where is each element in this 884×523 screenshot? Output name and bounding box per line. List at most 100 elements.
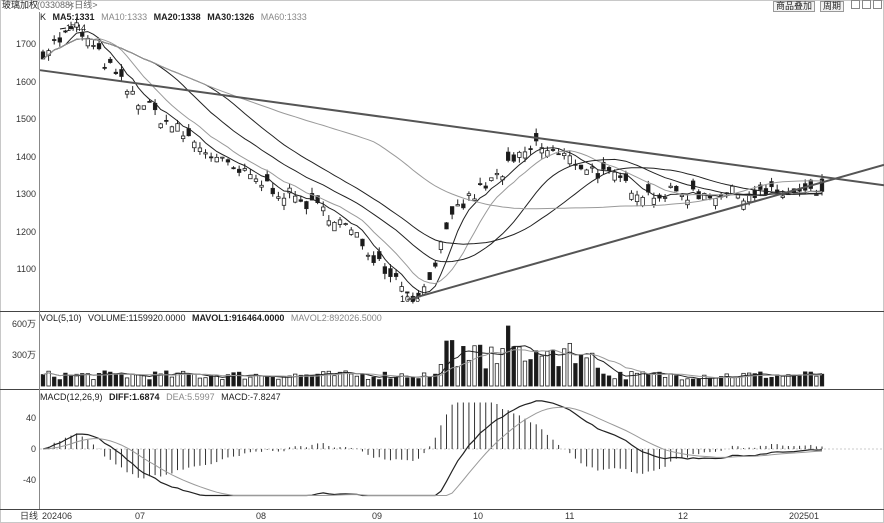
volume-bar (506, 325, 511, 387)
candle-body (634, 194, 640, 203)
volume-bar (556, 366, 561, 387)
volume-bar (601, 373, 606, 387)
candle-body (197, 147, 203, 152)
volume-bar (421, 372, 427, 387)
title-bar: 玻璃加权 (033088) <日线> 商品叠加 周期 (0, 0, 884, 12)
ma20-line (42, 38, 823, 263)
volume-bar (354, 375, 359, 387)
volume-bar (399, 373, 404, 387)
candle-body (158, 123, 163, 129)
volume-bar (718, 376, 724, 387)
volume-bar (623, 379, 628, 387)
volume-bar (685, 378, 690, 387)
instrument-name: 玻璃加权 (2, 0, 39, 10)
candle-body (483, 185, 488, 189)
candle-body (578, 164, 584, 170)
volume-bar (696, 378, 701, 387)
candle-body (601, 161, 606, 170)
candle-body (545, 150, 550, 157)
volume-bar (735, 377, 741, 387)
candle-body (562, 152, 567, 157)
volume-bar (365, 379, 371, 387)
diff-line (42, 400, 823, 497)
high-marker (59, 27, 67, 30)
volume-bar (326, 370, 331, 387)
volume-ytick: 300万 (12, 350, 36, 360)
candle-body (758, 184, 763, 190)
volume-bar (763, 377, 769, 387)
volume-bar (259, 375, 264, 387)
candle-body (775, 189, 780, 192)
candle-body (640, 196, 645, 207)
volume-bar (657, 371, 662, 387)
volume-bars (40, 325, 825, 387)
legend-mavol2: MAVOL2:892026.5000 (290, 313, 382, 323)
volume-bar (595, 367, 600, 387)
volume-bar (349, 373, 354, 387)
candle-body (80, 32, 85, 37)
candle-body (506, 151, 511, 161)
macd-ytick: -40 (23, 475, 36, 485)
candle-body (214, 156, 219, 163)
candle-body (371, 255, 376, 263)
volume-bar (124, 377, 130, 387)
x-tick: 08 (256, 511, 266, 521)
volume-bar (606, 375, 612, 387)
x-tick: 202501 (789, 511, 819, 521)
macd-ytick: 40 (26, 413, 36, 423)
volume-bar (242, 378, 247, 387)
price-panel-label: K (40, 12, 47, 22)
legend-vol: VOL(5,10) (40, 313, 82, 323)
candle-body (321, 206, 326, 212)
volume-bar (85, 373, 90, 387)
candle-body (707, 195, 713, 199)
candle-body (477, 183, 483, 186)
minimize-icon[interactable] (851, 0, 860, 9)
candle-body (253, 178, 259, 182)
candle-body (365, 254, 371, 257)
candle-body (556, 153, 561, 156)
overlay-button[interactable]: 商品叠加 (773, 1, 816, 12)
candle-body (528, 148, 533, 150)
price-ytick: 1600 (16, 77, 36, 87)
volume-bar (466, 359, 472, 387)
volume-bar (152, 371, 158, 387)
price-ytick: 1300 (16, 189, 36, 199)
volume-bar (197, 377, 203, 387)
candle-body (270, 187, 275, 195)
candle-body (618, 175, 623, 178)
candle-body (276, 196, 281, 199)
cycle-button[interactable]: 周期 (820, 1, 845, 12)
volume-bar (57, 379, 62, 387)
candle-body (590, 166, 595, 169)
restore-icon[interactable] (862, 0, 871, 9)
volume-bar (293, 373, 298, 387)
candle-body (511, 154, 516, 162)
candle-body (113, 71, 118, 74)
candle-body (393, 273, 399, 277)
x-tick: 09 (372, 511, 382, 521)
candle-body (337, 219, 343, 225)
close-icon[interactable] (873, 0, 882, 9)
volume-bar (461, 346, 466, 387)
volume-bar (550, 349, 556, 387)
volume-bar (40, 374, 46, 387)
candle-body (662, 197, 668, 199)
price-ytick: 1400 (16, 152, 36, 162)
support-trendline (407, 163, 884, 301)
candle-body (690, 180, 696, 190)
candle-body (220, 156, 225, 159)
volume-bar (769, 376, 774, 387)
candle-body (108, 58, 113, 63)
volume-bar (814, 375, 819, 387)
volume-bar (52, 376, 57, 387)
ma30-line (42, 38, 823, 245)
candle-body (382, 266, 388, 274)
candle-body (315, 195, 320, 204)
price-ytick: 1700 (16, 39, 36, 49)
volume-bar (113, 373, 118, 387)
price-ytick: 1200 (16, 227, 36, 237)
ma5-line (42, 31, 823, 294)
x-tick: 07 (135, 511, 145, 521)
candle-body (141, 105, 147, 110)
